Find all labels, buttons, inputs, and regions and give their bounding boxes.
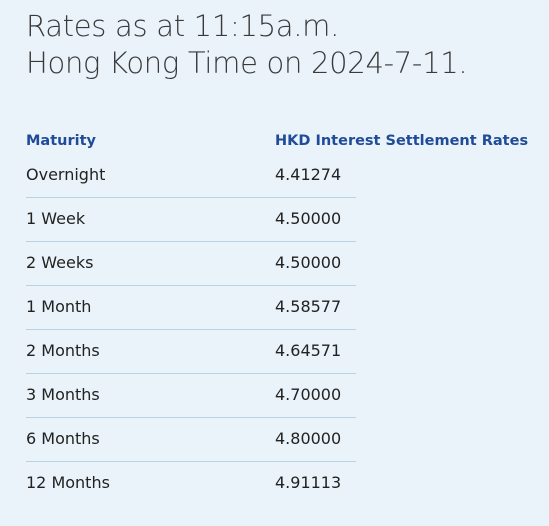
column-header: HKD Interest Settlement Rates bbox=[275, 133, 529, 149]
maturity-cell: 3 Months bbox=[26, 385, 100, 404]
rate-cell: 4.58577 bbox=[275, 297, 342, 316]
rate-cell: 4.41274 bbox=[275, 165, 342, 184]
rate-cell: 4.64571 bbox=[275, 341, 342, 360]
row-separator bbox=[26, 241, 356, 242]
row-separator bbox=[26, 417, 356, 418]
maturity-cell: 2 Weeks bbox=[26, 253, 94, 272]
rate-cell: 4.50000 bbox=[275, 209, 342, 228]
row-separator bbox=[26, 329, 356, 330]
title-line: Rates as at 11:15a.m. bbox=[26, 9, 340, 43]
column-header: Maturity bbox=[26, 133, 96, 149]
row-separator bbox=[26, 197, 356, 198]
maturity-cell: 1 Week bbox=[26, 209, 86, 228]
rate-cell: 4.80000 bbox=[275, 429, 342, 448]
row-separator bbox=[26, 373, 356, 374]
row-separator bbox=[26, 461, 356, 462]
title-line: Hong Kong Time on 2024-7-11. bbox=[26, 46, 468, 80]
maturity-cell: 2 Months bbox=[26, 341, 100, 360]
row-separator bbox=[26, 285, 356, 286]
maturity-cell: Overnight bbox=[26, 165, 106, 184]
maturity-cell: 6 Months bbox=[26, 429, 100, 448]
rate-cell: 4.50000 bbox=[275, 253, 342, 272]
rate-cell: 4.91113 bbox=[275, 473, 342, 492]
rate-cell: 4.70000 bbox=[275, 385, 342, 404]
maturity-cell: 1 Month bbox=[26, 297, 92, 316]
maturity-cell: 12 Months bbox=[26, 473, 110, 492]
